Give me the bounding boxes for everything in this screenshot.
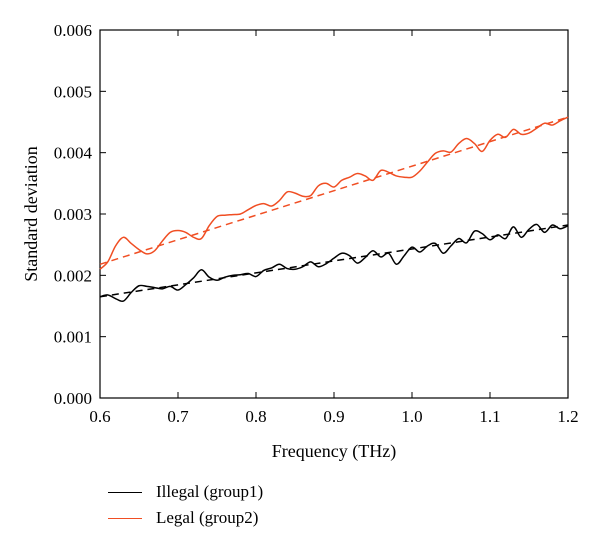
legend: Illegal (group1) Legal (group2): [108, 480, 408, 540]
legend-item-legal: Legal (group2): [108, 506, 258, 530]
y-tick-label: 0.003: [54, 205, 92, 224]
x-axis-title: Frequency (THz): [272, 441, 396, 462]
x-tick-label: 1.2: [557, 407, 578, 426]
series-legal-line: [99, 116, 569, 270]
x-tick-label: 0.6: [89, 407, 110, 426]
x-tick-label: 0.9: [323, 407, 344, 426]
axis-ticks: 0.6 0.7 0.8 0.9 1.0 1.1 1.2 0.000 0.001 0.002 0.00…: [54, 21, 579, 426]
y-tick-label: 0.004: [54, 144, 93, 163]
x-tick-label: 1.0: [401, 407, 422, 426]
y-tick-label: 0.000: [54, 389, 92, 408]
legend-label-legal: Legal (group2): [156, 508, 259, 527]
y-axis-title: Standard deviation: [21, 146, 41, 281]
x-tick-label: 1.1: [479, 407, 500, 426]
legend-swatch-legal: [108, 517, 142, 519]
y-tick-label: 0.001: [54, 328, 92, 347]
series-layer: [99, 116, 569, 303]
legend-swatch-illegal: [108, 491, 142, 493]
plot-frame: [99, 29, 569, 399]
x-tick-label: 0.7: [167, 407, 189, 426]
trend-legal-line: [99, 116, 569, 266]
legend-label-illegal: Illegal (group1): [156, 482, 264, 501]
x-tick-label: 0.8: [245, 407, 266, 426]
legend-item-illegal: Illegal (group1): [108, 480, 263, 504]
y-tick-label: 0.006: [54, 21, 92, 40]
y-tick-label: 0.002: [54, 266, 92, 285]
series-illegal-line: [99, 223, 569, 303]
trend-illegal-line: [99, 224, 569, 298]
y-tick-label: 0.005: [54, 82, 92, 101]
